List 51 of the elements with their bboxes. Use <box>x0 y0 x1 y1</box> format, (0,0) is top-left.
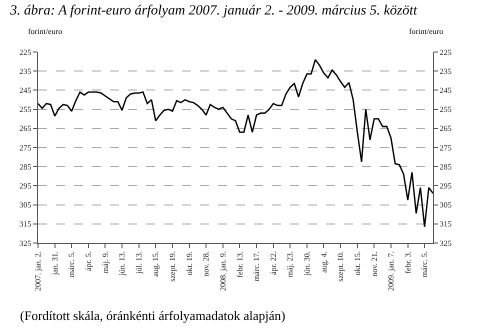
x-tick-label: nov. 28. <box>202 251 211 277</box>
y-tick-label: 235 <box>19 66 32 76</box>
x-tick-label: júl. 13. <box>134 251 144 275</box>
y2-tick-label: 255 <box>440 105 452 114</box>
x-tick-label: okt. 15. <box>352 251 362 276</box>
x-tick-label: aug. 15. <box>151 251 160 277</box>
x-tick-label: febr. 3. <box>403 251 412 274</box>
y-tick-label: 245 <box>19 86 32 95</box>
y2-tick-label: 305 <box>440 200 452 210</box>
y-tick-label: 325 <box>19 238 32 248</box>
x-tick-label: máj. 23. <box>286 251 295 278</box>
y-tick-label: 315 <box>19 220 32 229</box>
y2-tick-label: 315 <box>440 220 452 229</box>
y-tick-label: 225 <box>19 48 32 57</box>
line-series <box>38 58 433 228</box>
y2-tick-label: 265 <box>440 124 452 134</box>
x-tick-label: jan. 31. <box>50 251 60 276</box>
x-tick-label: 2009. jan. 7. <box>386 251 396 291</box>
x-tick-label: márc. 5. <box>67 251 76 278</box>
x-tick-label: márc. 17. <box>252 251 262 282</box>
y2-tick-label: 275 <box>440 143 452 152</box>
x-tick-label: máj. 9. <box>100 251 110 274</box>
x-tick-label: szept. 10. <box>336 251 346 282</box>
x-tick-label: jún. 30. <box>302 251 312 276</box>
y2-tick-label: 295 <box>440 182 452 190</box>
x-tick-label: jún. 13. <box>118 251 127 276</box>
x-tick-label: márc. 5. <box>420 251 430 278</box>
y-tick-label: 295 <box>19 182 32 190</box>
y2-tick-label: 285 <box>440 162 452 172</box>
x-tick-label: 2008. jan. 9. <box>218 251 228 291</box>
x-tick-label: febr. 13. <box>235 251 244 278</box>
y-tick-label: 265 <box>19 124 32 134</box>
y-tick-label: 285 <box>19 162 32 172</box>
y2-tick-label: 325 <box>440 238 452 248</box>
x-tick-label: ápr. 22. <box>268 251 278 275</box>
x-tick-label: okt. 19. <box>184 251 194 276</box>
x-tick-label: ápr. 5. <box>84 251 94 271</box>
x-tick-label: aug. 4. <box>319 251 328 273</box>
x-tick-label: nov. 21. <box>370 251 379 277</box>
y2-tick-label: 225 <box>440 48 452 57</box>
y-axis-title: forint/euro <box>28 27 62 36</box>
y-tick-label: 305 <box>19 200 32 210</box>
y2-axis-title: forint/euro <box>409 27 444 36</box>
x-tick-label: 2007. jan. 2. <box>34 251 43 291</box>
y2-tick-label: 235 <box>440 66 452 76</box>
x-tick-label: szept. 19. <box>168 251 178 282</box>
y2-tick-label: 245 <box>440 86 452 95</box>
y-tick-label: 255 <box>19 105 32 114</box>
chart-title: 3. ábra: A forint-euro árfolyam 2007. január 2. - 2009. március 5. között <box>9 4 418 19</box>
text: (Fordított skála, óránkénti árfolyamadatok alapján) <box>20 308 286 323</box>
y-tick-label: 275 <box>19 143 32 152</box>
